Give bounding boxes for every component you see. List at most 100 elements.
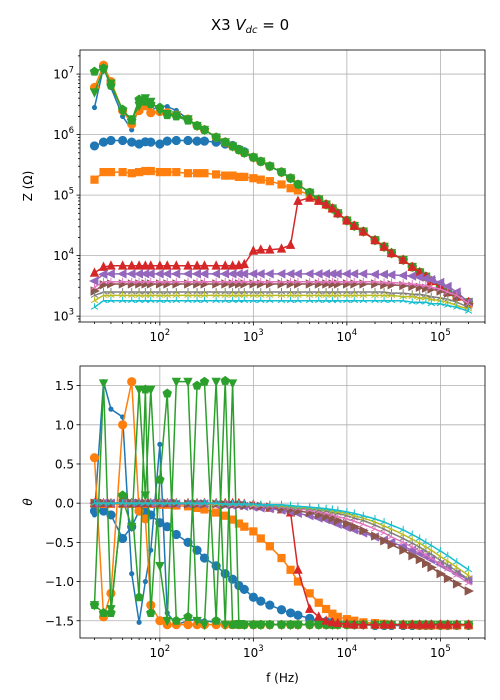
data-point [256,534,265,543]
data-point [304,192,315,202]
data-point [427,541,436,548]
x-tick-label: 103 [243,328,264,344]
data-point [90,291,99,298]
data-point [155,102,165,112]
data-point [379,241,389,251]
data-point [333,515,344,526]
data-point [386,619,397,629]
data-point [127,288,136,295]
data-point [305,589,314,598]
data-point [118,288,127,295]
data-point [199,553,210,563]
data-point [99,277,108,285]
data-point [453,563,461,570]
data-point [90,499,99,506]
data-point [118,168,127,177]
data-point [334,277,342,285]
data-point [240,499,249,507]
data-point [184,291,192,298]
data-point [444,301,452,308]
y-tick-label: 106 [53,126,74,142]
data-point [240,288,249,295]
data-point [350,277,358,285]
data-point [98,63,109,73]
data-point [315,277,323,285]
data-point [163,291,171,298]
data-point [370,234,380,245]
data-point [399,296,407,304]
data-point [127,499,136,506]
data-point [371,277,379,285]
data-point [314,195,324,205]
data-point [200,291,209,298]
data-point [399,545,409,555]
data-point [248,152,259,162]
data-point [315,291,323,298]
data-point [387,521,396,528]
data-point [350,509,358,516]
data-point [199,124,210,134]
y-tick-label: 0.0 [55,497,74,511]
data-point [163,296,171,304]
data-point [265,619,275,629]
data-point [427,299,436,307]
data-point [357,269,368,279]
data-point [426,619,437,629]
data-point [427,295,436,302]
data-point [90,296,99,304]
data-point [193,296,201,304]
data-point [387,291,396,298]
data-point [444,288,452,295]
data-point [118,296,127,304]
data-point [220,569,230,579]
data-point [379,619,389,629]
data-point [464,571,473,578]
data-point [142,578,148,585]
data-point [212,499,220,506]
data-point [99,291,108,298]
data-point [371,531,381,541]
data-point [380,517,388,525]
data-point [171,615,182,625]
data-point [294,291,302,298]
data-point [221,296,229,304]
data-point [90,175,99,184]
data-point [343,296,351,304]
data-point [380,278,388,285]
data-point [266,500,274,508]
data-point [155,616,165,626]
data-point [350,288,358,295]
data-point [147,296,155,304]
data-point [277,277,286,285]
data-point [156,499,164,506]
series-9 [90,277,473,307]
x-tick-label: 103 [243,644,264,660]
data-point [359,291,368,298]
data-point [380,536,390,546]
data-point [89,276,99,286]
data-point [91,104,98,111]
data-point [422,281,430,289]
data-point [200,288,209,295]
y-tick-label: 104 [53,247,74,263]
series-group [89,375,475,631]
data-point [107,499,115,506]
data-point [183,115,193,125]
data-point [98,379,109,389]
data-point [249,499,258,507]
data-point [155,260,165,270]
data-point [99,296,108,304]
figure-title: X3 Vdc = 0 [211,16,289,36]
data-point [276,243,287,253]
axes-frame [79,49,486,323]
y-tick-label: −1.0 [45,575,74,589]
axes-frame [79,365,486,639]
data-point [277,553,286,563]
series-12 [90,296,473,314]
data-point [342,518,353,529]
data-point [427,546,436,553]
data-point [387,278,396,285]
data-point [118,420,128,430]
data-point [256,244,266,254]
data-point [415,280,424,288]
